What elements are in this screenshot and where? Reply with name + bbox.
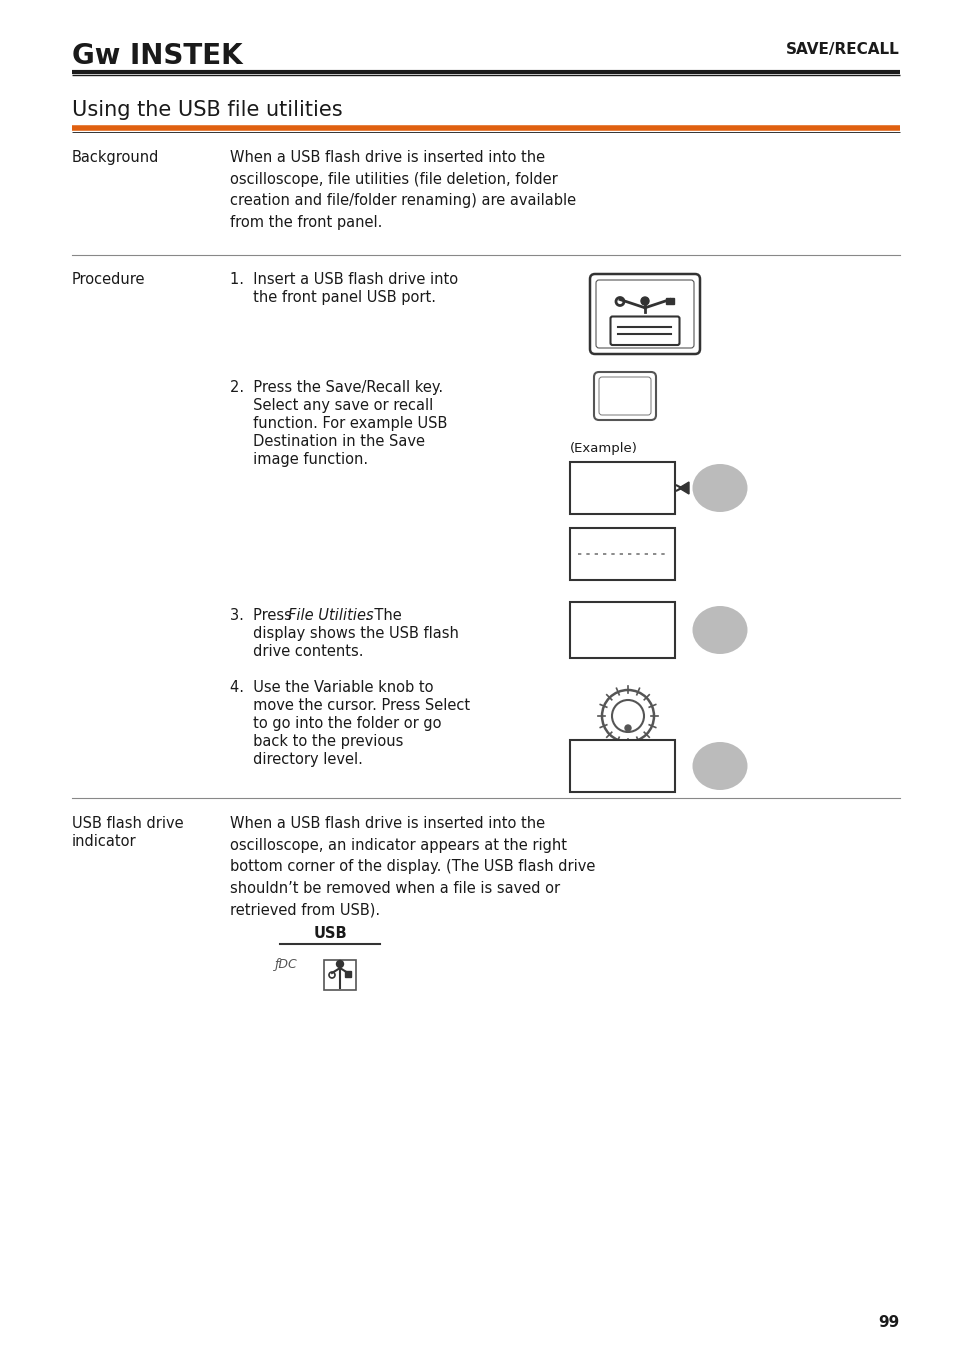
Circle shape (640, 297, 648, 305)
Bar (569, 602, 675, 658)
Text: ƒDC: ƒDC (274, 958, 297, 971)
Text: 1.  Insert a USB flash drive into: 1. Insert a USB flash drive into (230, 272, 457, 287)
Text: File Utilities: File Utilities (288, 608, 374, 623)
Text: Gᴡ INSTEK: Gᴡ INSTEK (71, 42, 242, 70)
Text: SAVE/RECALL: SAVE/RECALL (785, 42, 899, 57)
Text: back to the previous: back to the previous (230, 734, 403, 749)
Text: drive contents.: drive contents. (230, 643, 363, 660)
Text: 4.  Use the Variable knob to: 4. Use the Variable knob to (230, 680, 433, 695)
Text: the front panel USB port.: the front panel USB port. (230, 290, 436, 305)
Bar (569, 461, 675, 514)
FancyBboxPatch shape (596, 281, 693, 348)
FancyBboxPatch shape (589, 274, 700, 353)
Text: When a USB flash drive is inserted into the
oscilloscope, an indicator appears a: When a USB flash drive is inserted into … (230, 816, 595, 917)
Circle shape (624, 724, 630, 731)
Ellipse shape (692, 464, 747, 513)
FancyBboxPatch shape (610, 317, 679, 345)
Text: 2.  Press the Save/Recall key.: 2. Press the Save/Recall key. (230, 380, 442, 395)
Ellipse shape (692, 742, 747, 791)
Text: Background: Background (71, 150, 159, 165)
Text: display shows the USB flash: display shows the USB flash (230, 626, 458, 641)
Text: 99: 99 (878, 1315, 899, 1330)
Text: image function.: image function. (230, 452, 368, 467)
Text: directory level.: directory level. (230, 751, 362, 768)
Bar (665, 298, 673, 304)
Text: move the cursor. Press Select: move the cursor. Press Select (230, 697, 470, 714)
Text: Procedure: Procedure (71, 272, 146, 287)
Bar (569, 741, 675, 792)
Bar (569, 527, 675, 580)
Text: 3.  Press: 3. Press (230, 608, 296, 623)
Text: USB: USB (313, 925, 347, 942)
Text: (Example): (Example) (569, 442, 638, 455)
Circle shape (336, 960, 343, 967)
Text: Using the USB file utilities: Using the USB file utilities (71, 100, 342, 120)
Bar (324, 960, 355, 990)
Text: to go into the folder or go: to go into the folder or go (230, 716, 441, 731)
FancyBboxPatch shape (594, 372, 656, 420)
Bar (345, 971, 351, 977)
Text: Destination in the Save: Destination in the Save (230, 434, 424, 449)
FancyBboxPatch shape (598, 376, 650, 415)
Text: Select any save or recall: Select any save or recall (230, 398, 433, 413)
Text: indicator: indicator (71, 834, 136, 849)
Text: . The: . The (365, 608, 401, 623)
Polygon shape (679, 482, 688, 494)
Text: When a USB flash drive is inserted into the
oscilloscope, file utilities (file d: When a USB flash drive is inserted into … (230, 150, 576, 229)
Ellipse shape (692, 606, 747, 654)
Text: function. For example USB: function. For example USB (230, 415, 447, 430)
Text: USB flash drive: USB flash drive (71, 816, 183, 831)
